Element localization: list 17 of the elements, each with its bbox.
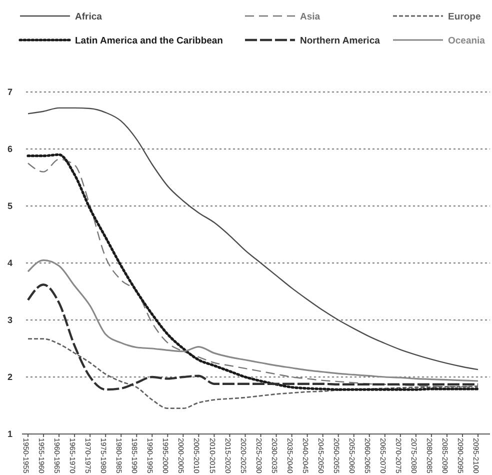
y-tick-label: 7	[7, 87, 13, 98]
line-series	[27, 259, 479, 382]
text: Europe	[448, 11, 481, 22]
y-tick-label: 1	[7, 429, 13, 440]
line-series	[26, 284, 480, 391]
y-tick-label: 4	[7, 258, 13, 268]
line-series	[27, 338, 479, 410]
text: Northern America	[300, 35, 381, 46]
y-tick-label: 5	[7, 201, 13, 212]
text: Latin America and the Caribbean	[75, 35, 224, 46]
text: Asia	[300, 11, 321, 22]
y-tick-label: 2	[7, 372, 13, 382]
text: Africa	[75, 11, 103, 22]
y-tick-label: 6	[7, 144, 13, 154]
y-tick-label: 3	[7, 315, 13, 326]
text: Oceania	[448, 35, 486, 46]
line-series	[27, 107, 479, 370]
